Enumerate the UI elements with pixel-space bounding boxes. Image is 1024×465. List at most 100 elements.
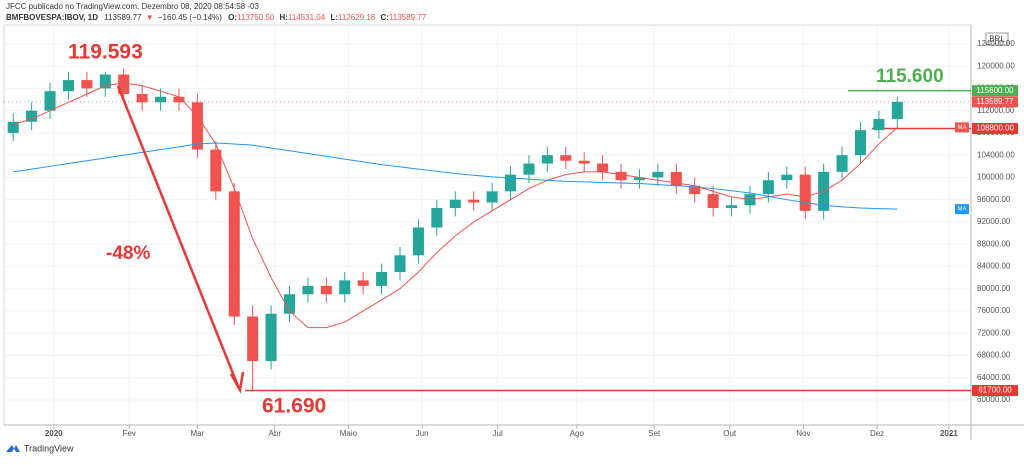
x-tick-label: Dez — [870, 429, 884, 438]
candle-body — [523, 163, 535, 175]
y-tick-label: 72000.00 — [977, 328, 1011, 337]
x-tick-label: Maio — [340, 429, 358, 438]
candle-body — [247, 316, 259, 362]
candle-body — [394, 255, 406, 273]
candle-body — [431, 208, 443, 228]
candle-body — [228, 191, 240, 317]
currency-box — [985, 32, 1009, 46]
candle-body — [615, 171, 627, 181]
legend-label: MA — [958, 125, 967, 131]
candle-body — [376, 272, 388, 286]
footer-brand: TradingView — [24, 443, 74, 453]
symbol: BMFBOVESPA:IBOV, 1D — [6, 13, 98, 22]
y-tick-label: 60000.00 — [977, 395, 1011, 404]
o-label: O: — [228, 13, 237, 22]
y-tick-label: 80000.00 — [977, 284, 1011, 293]
drop-annotation: -48% — [106, 243, 150, 264]
candle-body — [652, 171, 664, 178]
h-label: H: — [280, 13, 288, 22]
candle-body — [26, 110, 38, 122]
x-tick-label: Abr — [269, 429, 282, 438]
level-label: 61700.00 — [978, 386, 1012, 395]
y-tick-label: 104000.00 — [977, 150, 1015, 159]
candle-body — [339, 280, 351, 295]
candle-body — [854, 130, 867, 156]
x-tick-label: Jun — [416, 429, 429, 438]
price: 113589.77 — [104, 13, 142, 22]
candle-body — [302, 285, 314, 295]
candle-body — [173, 96, 185, 103]
y-tick-label: 64000.00 — [977, 373, 1011, 382]
candle-body — [486, 191, 498, 203]
l-value: 112629.18 — [338, 13, 376, 22]
y-tick-label: 76000.00 — [977, 306, 1011, 315]
x-tick-label: Fev — [123, 429, 136, 438]
candle-body — [449, 199, 461, 209]
publish-info: JFCC publicado no TradingView.com, Dezem… — [6, 2, 259, 11]
candle-body — [689, 185, 701, 195]
h-value: 114531.04 — [288, 13, 326, 22]
x-tick-label: Ago — [570, 429, 585, 438]
x-tick-label: Mar — [191, 429, 205, 438]
candle-body — [781, 174, 793, 181]
low-annotation: 61.690 — [262, 395, 326, 418]
drop-arrow — [116, 85, 240, 387]
arrow-head — [229, 371, 245, 394]
level-label: 108800.00 — [976, 124, 1014, 133]
x-tick-label: 2021 — [940, 429, 958, 438]
candle-body — [707, 194, 719, 209]
level-label-box — [972, 85, 1018, 97]
candle-body — [726, 205, 738, 209]
candle-body — [891, 101, 903, 120]
ma-label-box — [955, 122, 969, 133]
candle-body — [633, 177, 645, 181]
y-tick-label: 100000.00 — [977, 173, 1015, 182]
y-tick-label: 92000.00 — [977, 217, 1011, 226]
candle-body — [320, 285, 332, 295]
change: −160.45 (−0.14%) — [158, 13, 222, 22]
level-label-box — [972, 122, 1018, 134]
level-label-box — [972, 385, 1018, 397]
candle-body — [155, 96, 167, 103]
y-tick-label: 96000.00 — [977, 195, 1011, 204]
candle-body — [7, 121, 19, 133]
moving-average — [13, 142, 898, 210]
x-tick-label: Jul — [493, 429, 503, 438]
tv-logo — [6, 445, 20, 452]
level-label: 115600.00 — [976, 86, 1014, 95]
x-tick-label: Out — [723, 429, 737, 438]
symbol-line: BMFBOVESPA:IBOV, 1D 113589.77 ▼ −160.45 … — [6, 13, 427, 22]
candle-body — [468, 199, 480, 203]
x-tick-label: 2020 — [45, 429, 63, 438]
o-value: 113750.50 — [237, 13, 275, 22]
candle-body — [670, 171, 682, 186]
candle-body — [62, 80, 74, 92]
currency: BRL — [989, 35, 1005, 44]
candle-body — [836, 155, 848, 172]
arrow: ▼ — [146, 13, 154, 22]
candle-body — [99, 74, 111, 89]
candle-body — [44, 91, 56, 111]
plot — [4, 68, 971, 392]
grid — [4, 25, 971, 425]
y-tick-label: 84000.00 — [977, 262, 1011, 271]
l-label: L: — [330, 13, 338, 22]
candle-body — [597, 163, 609, 172]
last-price-label: 113589.77 — [976, 97, 1014, 106]
candle-body — [504, 174, 517, 192]
y-tick-label: 120000.00 — [977, 61, 1015, 70]
legend-label: MA — [958, 207, 967, 213]
plot-border — [3, 24, 972, 426]
candle-body — [412, 227, 424, 256]
candle-body — [210, 149, 222, 192]
x-tick-label: Set — [648, 429, 661, 438]
y-tick-label: 68000.00 — [977, 351, 1011, 360]
candle-body — [578, 160, 590, 164]
last-price-box — [972, 96, 1018, 108]
candle-body — [357, 280, 369, 286]
c-label: C: — [380, 13, 388, 22]
candle-body — [191, 102, 203, 150]
candle-body — [762, 180, 774, 195]
